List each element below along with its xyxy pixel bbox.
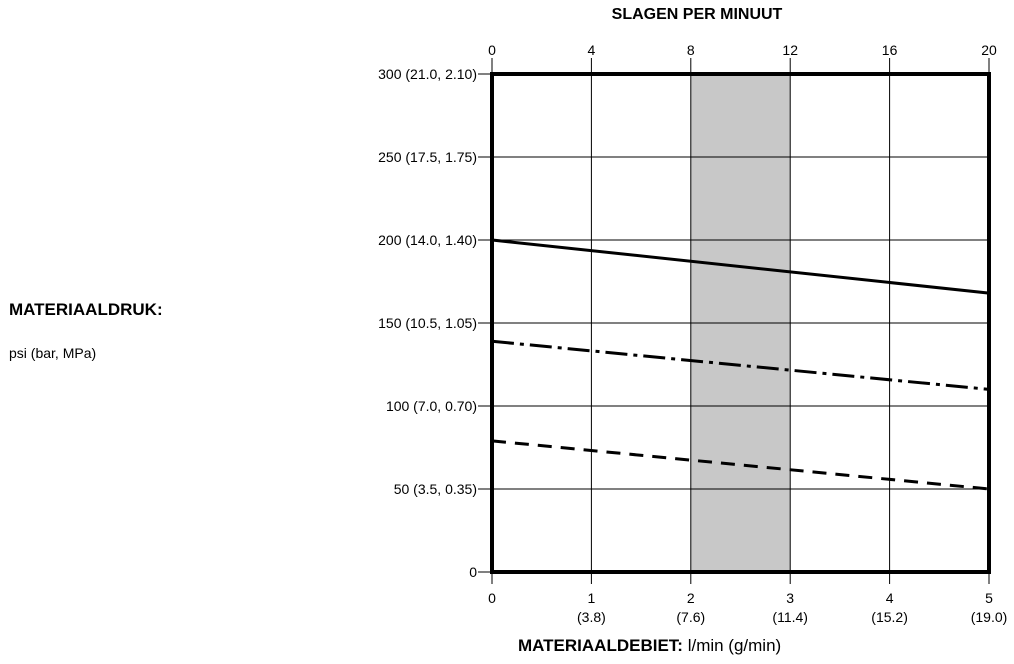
top-tick-label: 12	[782, 42, 798, 58]
y-tick-label: 200 (14.0, 1.40)	[378, 232, 477, 248]
top-axis-title: SLAGEN PER MINUUT	[611, 6, 783, 23]
x-axis-title-wrap: MATERIAALDEBIET: l/min (g/min)	[518, 636, 781, 656]
series-line-dash-dot	[491, 339, 990, 391]
x-tick-label: 3	[786, 590, 794, 606]
x-tick-label: 4	[886, 590, 894, 606]
y-tick-label: 0	[469, 564, 477, 580]
y-axis-units: psi (bar, MPa)	[9, 345, 97, 361]
x-axis-title: MATERIAALDEBIET:	[518, 636, 683, 655]
x-tick-label: 5	[985, 590, 993, 606]
top-axis-title-wrap: SLAGEN PER MINUUT	[0, 6, 1014, 24]
x-tick-label: 2	[687, 590, 695, 606]
x-tick-sublabel: (3.8)	[577, 609, 606, 625]
y-tick-label: 50 (3.5, 0.35)	[394, 481, 477, 497]
y-tick-label: 150 (10.5, 1.05)	[378, 315, 477, 331]
top-tick-label: 0	[488, 42, 496, 58]
x-tick-sublabel: (7.6)	[676, 609, 705, 625]
top-tick-label: 8	[687, 42, 695, 58]
y-tick-label: 250 (17.5, 1.75)	[378, 149, 477, 165]
series-line-dashed	[491, 439, 990, 491]
x-tick-label: 0	[488, 590, 496, 606]
y-tick-label: 100 (7.0, 0.70)	[386, 398, 477, 414]
x-axis-units: l/min (g/min)	[687, 636, 782, 655]
top-tick-label: 16	[882, 42, 898, 58]
y-axis-title: MATERIAALDRUK:	[9, 300, 163, 319]
y-tick-label: 300 (21.0, 2.10)	[378, 66, 477, 82]
series-line-solid	[491, 238, 990, 295]
x-tick-label: 1	[588, 590, 596, 606]
top-tick-label: 20	[981, 42, 997, 58]
x-tick-sublabel: (15.2)	[871, 609, 908, 625]
top-tick-label: 4	[588, 42, 596, 58]
x-tick-sublabel: (11.4)	[772, 609, 808, 625]
x-tick-sublabel: (19.0)	[971, 609, 1008, 625]
